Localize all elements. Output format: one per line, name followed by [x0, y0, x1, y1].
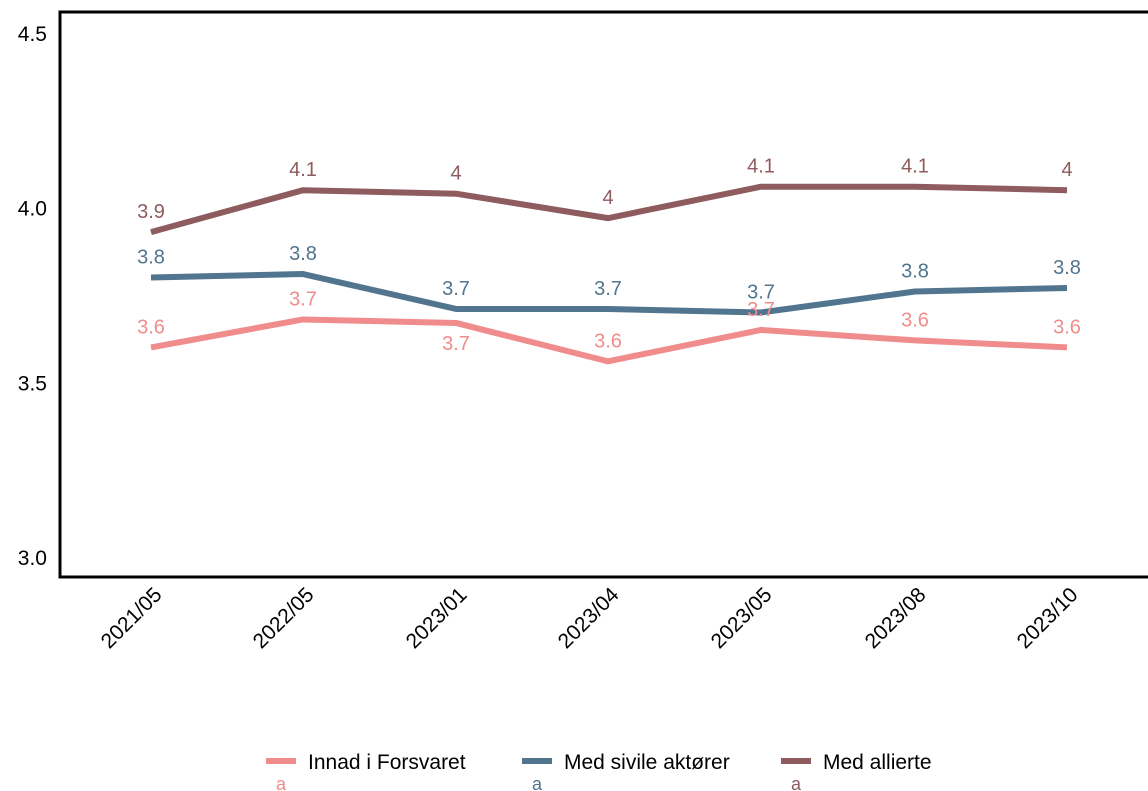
data-label: 4.1 [901, 156, 929, 178]
legend-sub-label: a [276, 774, 287, 791]
data-label: 3.6 [594, 330, 622, 352]
data-label: 3.7 [747, 299, 775, 321]
data-label: 4.1 [289, 159, 317, 181]
data-label: 3.6 [1053, 316, 1081, 338]
data-label: 3.8 [289, 243, 317, 265]
y-axis-ticks: 3.0 3.5 4.0 4.5 [18, 23, 47, 570]
series-lines [150, 183, 1068, 365]
data-label: 3.7 [594, 278, 622, 300]
legend-label: Innad i Forsvaret [308, 751, 466, 774]
data-label: 3.7 [442, 333, 470, 355]
y-tick-label: 4.5 [18, 23, 47, 46]
data-label: 3.6 [901, 309, 929, 331]
data-label: 4 [1061, 159, 1072, 181]
series-line [150, 271, 1068, 316]
x-tick-label: 2022/05 [249, 583, 319, 653]
data-label: 3.8 [1053, 257, 1081, 279]
data-label: 3.7 [747, 281, 775, 303]
legend-sub-label: a [532, 774, 543, 791]
y-tick-label: 3.5 [18, 372, 47, 395]
y-tick-label: 4.0 [18, 198, 47, 221]
x-tick-label: 2023/10 [1013, 583, 1083, 653]
data-label: 3.8 [137, 247, 165, 269]
y-tick-label: 3.0 [18, 547, 47, 570]
x-tick-label: 2023/05 [707, 583, 777, 653]
chart-axes [58, 10, 1148, 579]
series-line [150, 316, 1068, 365]
data-label: 4.1 [747, 156, 775, 178]
legend-label: Med sivile aktører [564, 751, 730, 774]
data-label: 3.7 [289, 288, 317, 310]
data-label: 4 [450, 163, 461, 185]
series-line [150, 183, 1068, 236]
x-tick-label: 2023/08 [861, 583, 931, 653]
x-axis-ticks: 2021/05 2022/05 2023/01 2023/04 2023/05 2023/… [97, 583, 1083, 653]
legend-sub-label: a [791, 774, 802, 791]
x-tick-label: 2023/01 [402, 583, 472, 653]
x-tick-label: 2021/05 [97, 583, 167, 653]
data-label: 3.7 [442, 278, 470, 300]
legend-label: Med allierte [823, 751, 932, 774]
data-label: 3.6 [137, 316, 165, 338]
data-labels: 3.63.73.7 3.63.7 3.6 3.63.8 3.83.7 3.7 3.73.8 3… [137, 156, 1081, 355]
data-label: 3.9 [137, 201, 165, 223]
data-label: 4 [602, 187, 613, 209]
x-tick-label: 2023/04 [554, 583, 624, 653]
data-label: 3.8 [901, 261, 929, 283]
legend: Innad i Forsvaret a Med sivile aktører a Med… [266, 751, 932, 791]
